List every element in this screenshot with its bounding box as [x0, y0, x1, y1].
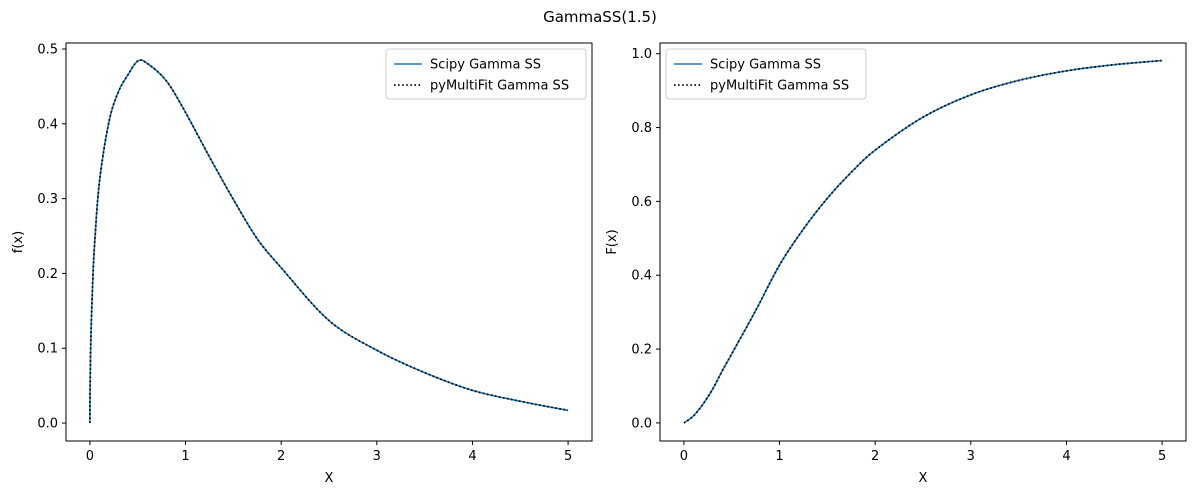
y-tick-label: 0.5: [37, 42, 58, 57]
legend-box: [385, 48, 587, 100]
x-tick-label: 4: [468, 449, 476, 464]
legend: Scipy Gamma SS pyMultiFit Gamma SS: [385, 48, 587, 100]
legend-entry-label: pyMultiFit Gamma SS: [430, 79, 569, 94]
y-tick-label: 0.8: [631, 121, 652, 136]
y-tick-label: 0.4: [37, 117, 58, 132]
series-line-pymultifit: [89, 59, 569, 424]
y-tick-label: 0.0: [631, 416, 652, 431]
x-axis-label: X: [919, 471, 928, 486]
legend-box: [665, 48, 867, 100]
pdf-subplot: 0 1 2 3 4 5 0.0 0.1 0.2 0.3 0.4 0.5 Xf(x) Scipy Gamma…: [11, 42, 593, 486]
y-tick-label: 0.6: [631, 195, 652, 210]
y-tick-label: 0.1: [37, 342, 58, 357]
x-tick-label: 1: [775, 449, 783, 464]
figure-suptitle: GammaSS(1.5): [543, 8, 657, 26]
x-axis-label: X: [325, 471, 334, 486]
x-tick-label: 5: [564, 449, 572, 464]
y-tick-label: 0.4: [631, 269, 652, 284]
legend: Scipy Gamma SS pyMultiFit Gamma SS: [665, 48, 867, 100]
x-tick-label: 5: [1158, 449, 1166, 464]
x-tick-label: 3: [373, 449, 381, 464]
x-tick-label: 1: [181, 449, 189, 464]
y-axis-label: f(x): [11, 231, 26, 253]
axes-frame: [65, 42, 593, 442]
y-tick-label: 1.0: [631, 47, 652, 62]
y-axis-label: F(x): [605, 229, 620, 254]
y-tick-label: 0.3: [37, 192, 58, 207]
x-tick-label: 0: [86, 449, 94, 464]
y-tick-label: 0.2: [631, 343, 652, 358]
x-tick-label: 2: [277, 449, 285, 464]
y-tick-label: 0.2: [37, 267, 58, 282]
legend-entry-label: pyMultiFit Gamma SS: [710, 79, 849, 94]
cdf-subplot: 0 1 2 3 4 5 0.0 0.2 0.4 0.6 0.8 1.0 X F(x) Scipy Gamma…: [605, 42, 1187, 486]
legend-entry-label: Scipy Gamma SS: [710, 58, 821, 73]
x-tick-label: 0: [680, 449, 688, 464]
x-tick-label: 2: [871, 449, 879, 464]
axes-frame: [659, 42, 1187, 442]
series-line-pymultifit: [683, 59, 1163, 424]
x-tick-label: 4: [1062, 449, 1070, 464]
x-tick-label: 3: [967, 449, 975, 464]
y-tick-label: 0.0: [37, 417, 58, 432]
legend-entry-label: Scipy Gamma SS: [430, 58, 541, 73]
